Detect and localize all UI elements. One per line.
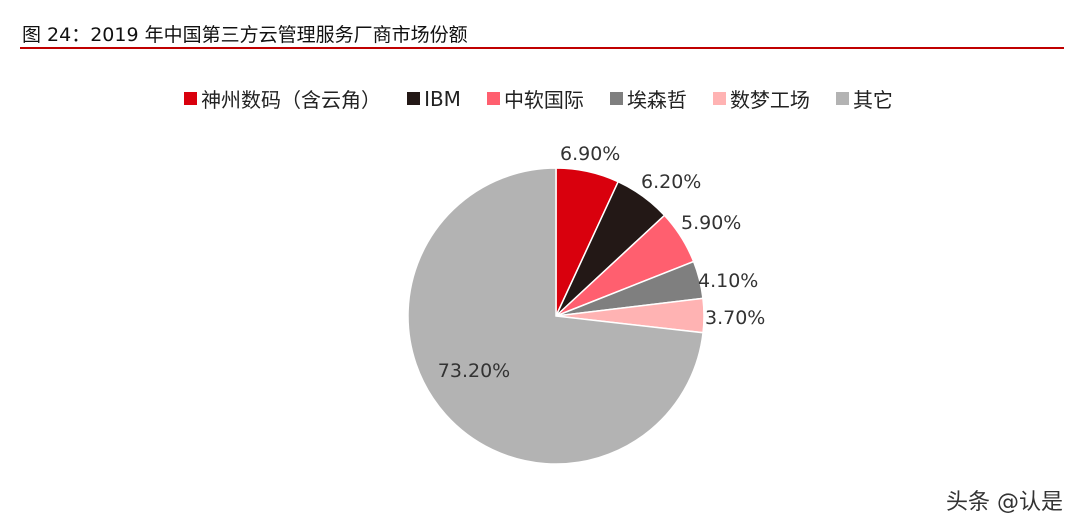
legend-swatch	[835, 92, 849, 105]
legend-swatch	[486, 92, 500, 105]
title-divider	[20, 47, 1064, 49]
legend-label: 中软国际	[503, 88, 584, 112]
legend-swatch	[712, 92, 726, 105]
pie-slice-others	[407, 167, 704, 465]
data-label-ibm: 6.20%	[641, 171, 701, 193]
data-label-chinasoft: 5.90%	[681, 212, 741, 234]
legend-item-ibm: IBM	[407, 87, 461, 111]
data-label-shumeng: 3.70%	[705, 307, 765, 329]
legend-label: 数梦工场	[729, 88, 810, 112]
legend-swatch	[184, 92, 198, 105]
legend-label: 神州数码（含云角）	[201, 88, 382, 112]
data-label-others: 73.20%	[438, 360, 510, 382]
chart-legend: 神州数码（含云角） IBM 中软国际 埃森哲 数梦工场 其它	[0, 84, 1077, 113]
legend-label: 埃森哲	[626, 88, 687, 112]
watermark: 头条 @认是	[946, 490, 1063, 515]
legend-item-shumeng: 数梦工场	[712, 84, 810, 113]
legend-swatch	[609, 92, 623, 105]
legend-item-shenzhou: 神州数码（含云角）	[184, 84, 381, 113]
legend-label: 其它	[852, 88, 893, 112]
legend-item-accenture: 埃森哲	[609, 84, 687, 113]
data-label-shenzhou: 6.90%	[560, 143, 620, 165]
data-label-accenture: 4.10%	[698, 270, 758, 292]
figure-title: 图 24：2019 年中国第三方云管理服务厂商市场份额	[22, 24, 468, 46]
legend-item-chinasoft: 中软国际	[486, 84, 584, 113]
legend-label: IBM	[424, 86, 461, 111]
legend-swatch	[407, 92, 421, 105]
legend-item-others: 其它	[835, 84, 893, 113]
